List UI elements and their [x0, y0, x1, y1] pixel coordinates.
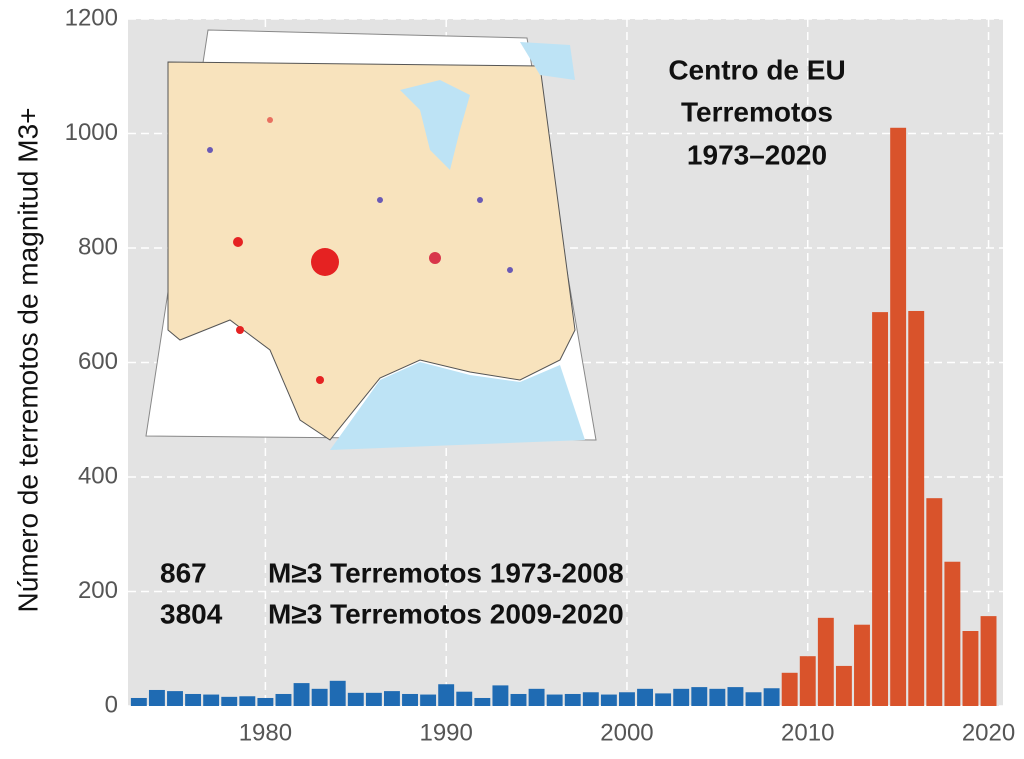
bar — [257, 697, 274, 706]
x-tick-label: 1980 — [239, 719, 292, 746]
annotation: Terremotos — [681, 96, 833, 127]
bar — [456, 691, 473, 706]
bar — [420, 694, 437, 706]
y-axis-label: Número de terremotos de magnitud M3+ — [12, 107, 43, 612]
bar — [474, 697, 491, 706]
bar — [908, 310, 925, 706]
bar — [564, 693, 581, 706]
bar — [582, 692, 599, 706]
y-tick-label: 800 — [78, 233, 118, 260]
bar — [329, 680, 346, 706]
x-tick-label: 2020 — [962, 719, 1015, 746]
x-tick-label: 2010 — [781, 719, 834, 746]
bar — [926, 498, 943, 706]
bar — [293, 683, 310, 706]
bar — [311, 688, 328, 706]
bar — [221, 696, 238, 706]
total-value: 867 — [160, 557, 207, 588]
bar — [275, 693, 292, 706]
y-tick-label: 1200 — [65, 4, 118, 31]
bar — [854, 624, 870, 706]
bar — [167, 691, 183, 706]
inset-map — [145, 29, 597, 450]
bar — [655, 693, 672, 706]
bar — [673, 688, 690, 706]
bar — [727, 687, 744, 706]
bar — [709, 688, 726, 706]
bar — [944, 561, 961, 706]
bar — [799, 656, 816, 706]
y-tick-label: 1000 — [65, 119, 118, 146]
bar — [402, 693, 418, 706]
bar — [619, 692, 635, 706]
bar — [492, 685, 509, 706]
bar — [962, 631, 979, 706]
bar — [546, 694, 563, 706]
x-tick-label: 2000 — [600, 719, 653, 746]
total-value: 3804 — [160, 598, 223, 629]
bar — [185, 693, 202, 706]
x-tick-label: 1990 — [419, 719, 472, 746]
total-label: M≥3 Terremotos 2009-2020 — [268, 598, 624, 629]
bar — [528, 688, 545, 706]
y-tick-label: 600 — [78, 348, 118, 375]
bar — [148, 689, 165, 706]
annotation: 1973–2020 — [687, 139, 827, 170]
bar — [365, 692, 382, 706]
bar — [130, 697, 147, 706]
bar — [691, 687, 708, 706]
total-label: M≥3 Terremotos 1973-2008 — [268, 557, 624, 588]
bar — [600, 694, 617, 706]
bar — [817, 617, 834, 706]
bar — [438, 684, 455, 706]
bar — [510, 693, 527, 706]
bar — [980, 616, 997, 706]
y-tick-label: 200 — [78, 577, 118, 604]
y-tick-label: 0 — [105, 691, 118, 718]
bar — [872, 312, 889, 706]
bar — [890, 127, 907, 706]
bar — [383, 691, 400, 706]
bar — [203, 694, 220, 706]
y-tick-label: 400 — [78, 462, 118, 489]
bar — [745, 692, 762, 706]
annotation: Centro de EU — [668, 54, 845, 85]
bar — [637, 688, 653, 706]
bar — [835, 665, 852, 706]
bar — [347, 692, 364, 706]
bar — [763, 688, 780, 706]
bar — [781, 672, 798, 706]
bar — [239, 696, 256, 706]
